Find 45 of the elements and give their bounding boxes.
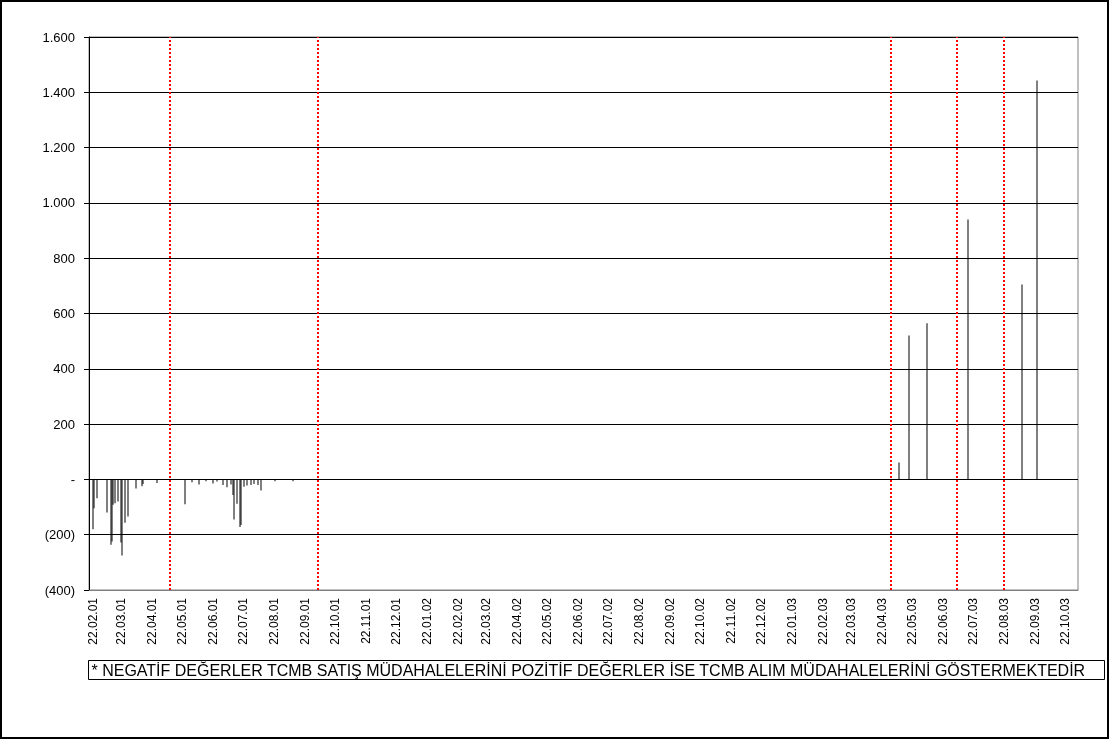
y-tick-label: 200 [53,416,75,432]
y-tick-label: 1.000 [42,195,75,211]
x-tick-label: 22.05.02 [540,597,554,645]
x-tick-label: 22.08.03 [997,597,1011,645]
x-tick-label: 22.09.02 [663,597,677,645]
x-tick-label: 22.02.02 [451,597,465,645]
y-tick-label: 400 [53,361,75,377]
x-tick-label: 22.10.01 [328,597,342,645]
x-tick-label: 22.02.01 [86,597,100,645]
x-tick-label: 22.07.03 [966,597,980,645]
x-tick-label: 22.08.01 [267,597,281,645]
text: * NEGATİF DEĞERLER TCMB SATIŞ MÜDAHALELERİNİ POZİTİF DEĞERLER İSE TCMB ALIM MÜDAHALELERİNİ GÖSTERMEKTEDİR [91,661,1086,679]
x-tick-label: 22.03.01 [114,597,128,645]
x-tick-label: 22.09.03 [1028,597,1042,645]
x-tick-label: 22.09.01 [298,597,312,645]
x-tick-label: 22.06.01 [206,597,220,645]
x-tick-label: 22.07.01 [236,597,250,645]
x-tick-label: 22.01.02 [420,597,434,645]
y-tick-label: 600 [53,306,75,321]
x-tick-label: 22.11.02 [724,597,738,644]
x-tick-label: 22.02.03 [816,597,830,645]
x-tick-label: 22.04.02 [510,597,524,645]
x-tick-label: 22.07.02 [601,597,615,645]
y-tick-label: 1.600 [42,29,75,45]
x-tick-label: 22.05.01 [175,597,189,645]
y-tick-label: (400) [44,582,75,598]
x-tick-label: 22.04.01 [145,597,159,645]
y-tick-label: 1.400 [42,84,75,100]
y-tick-label: - [70,471,75,487]
y-tick-label: 1.200 [42,140,75,156]
x-tick-label: 22.12.01 [389,597,403,645]
x-tick-label: 22.06.03 [936,597,950,645]
x-tick-label: 22.08.02 [632,597,646,645]
x-tick-label: 22.12.02 [754,597,768,645]
y-tick-label: 800 [53,250,75,266]
x-tick-label: 22.11.01 [359,597,373,644]
x-tick-label: 22.05.03 [905,597,919,645]
x-tick-label: 22.03.03 [844,597,858,645]
x-tick-label: 22.04.03 [875,597,889,645]
x-tick-label: 22.10.03 [1058,597,1072,645]
y-tick-label: (200) [44,527,75,543]
x-tick-label: 22.10.02 [693,597,707,645]
x-tick-label: 22.06.02 [571,597,585,645]
x-tick-label: 22.03.02 [479,597,493,645]
x-tick-label: 22.01.03 [785,597,799,645]
